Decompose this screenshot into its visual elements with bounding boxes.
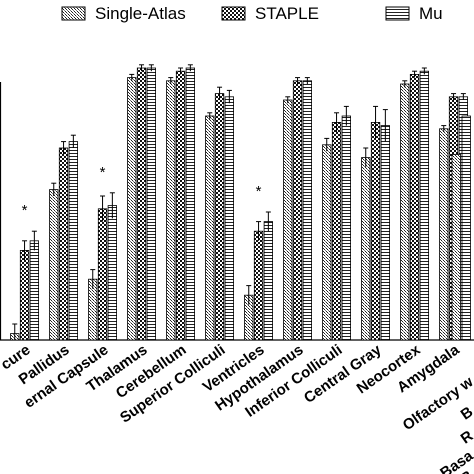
bar <box>283 99 293 341</box>
bar <box>253 230 264 341</box>
bar <box>322 144 332 341</box>
legend-swatch <box>385 6 410 21</box>
bar <box>409 74 420 341</box>
legend-swatch <box>61 6 86 21</box>
annotations: * * * <box>22 164 262 219</box>
bar <box>400 83 410 341</box>
bar <box>380 125 391 341</box>
x-tick-label: R <box>458 427 474 447</box>
bar <box>292 80 303 341</box>
significance-marker: * <box>100 164 106 181</box>
legend-swatch <box>221 6 246 21</box>
bar <box>461 115 471 341</box>
legend-label: Single-Atlas <box>95 4 186 23</box>
bar <box>29 240 40 341</box>
bar <box>439 128 449 341</box>
bars <box>10 64 471 341</box>
bar <box>166 80 176 341</box>
x-tick-label: B <box>458 403 474 423</box>
bar <box>370 122 381 341</box>
x-tick-label: Basa <box>437 447 474 474</box>
bar <box>136 67 147 341</box>
bar <box>331 122 342 341</box>
significance-marker: * <box>22 202 28 219</box>
legend: Single-Atlas STAPLE Mu <box>61 4 443 23</box>
bar <box>451 153 461 341</box>
bar <box>107 205 117 341</box>
bar <box>58 147 69 341</box>
bar <box>224 96 235 341</box>
bar <box>127 77 137 341</box>
bar <box>361 157 371 341</box>
bar <box>185 67 196 341</box>
bar <box>214 93 225 341</box>
legend-label: Mu <box>419 4 443 23</box>
bar <box>146 67 157 341</box>
x-tick-label: B <box>458 467 474 474</box>
bar <box>205 115 215 341</box>
bar <box>175 70 186 341</box>
bar <box>97 208 108 341</box>
bar <box>49 189 59 341</box>
significance-marker: * <box>256 183 262 200</box>
bar <box>19 249 30 341</box>
legend-label: STAPLE <box>255 4 319 23</box>
bar <box>341 115 352 341</box>
bar <box>263 221 274 341</box>
bar <box>419 70 430 341</box>
bar <box>68 141 78 341</box>
bar <box>302 80 313 341</box>
